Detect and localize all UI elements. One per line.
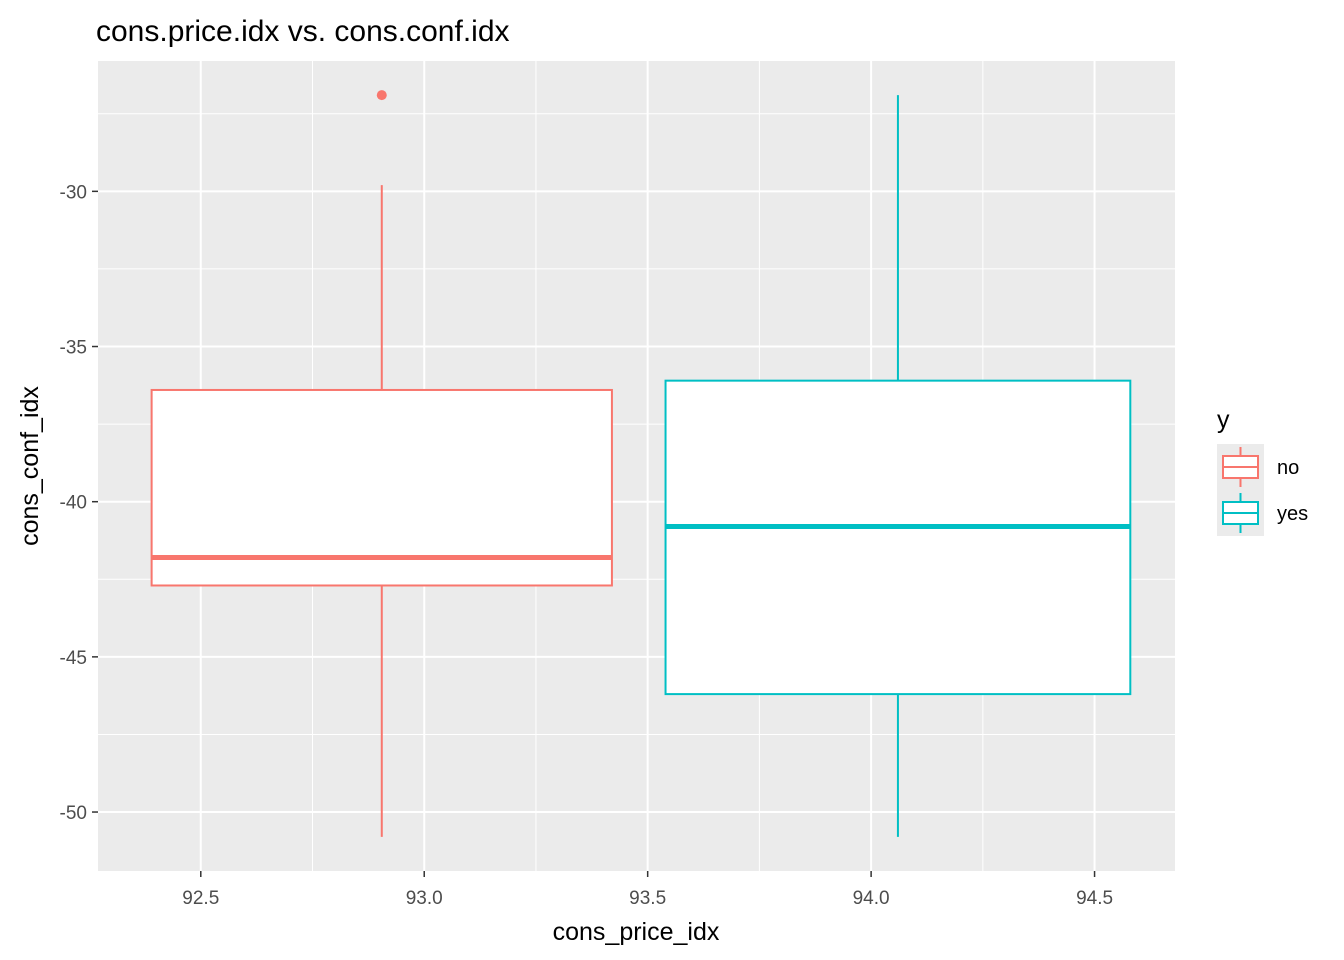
y-axis-label: cons_conf_idx	[16, 386, 44, 546]
y-tick-label: -30	[60, 182, 87, 203]
legend-title: y	[1217, 406, 1230, 434]
boxplot-no	[150, 90, 613, 837]
box-iqr	[150, 388, 613, 587]
y-tick-label: -35	[60, 338, 87, 359]
y-tick-label: -50	[60, 803, 87, 824]
box-iqr	[664, 379, 1132, 696]
boxplot-series	[150, 90, 1132, 837]
chart-title: cons.price.idx vs. cons.conf.idx	[96, 15, 510, 48]
outlier-point	[376, 90, 387, 101]
x-tick-label: 93.0	[406, 888, 443, 909]
legend-item-yes: yes	[1217, 490, 1308, 536]
legend-label: yes	[1277, 503, 1308, 525]
y-axis-ticks: -30 -35 -40 -45 -50	[60, 182, 98, 824]
legend-item-no: no	[1217, 444, 1299, 490]
y-tick-label: -40	[60, 493, 87, 514]
x-axis-label: cons_price_idx	[553, 918, 720, 946]
legend: y no yes	[1217, 406, 1308, 536]
x-axis-ticks: 92.5 93.0 93.5 94.0 94.5	[182, 871, 1113, 909]
x-tick-label: 93.5	[629, 888, 666, 909]
x-tick-label: 94.0	[853, 888, 890, 909]
y-tick-label: -45	[60, 648, 87, 669]
x-tick-label: 94.5	[1076, 888, 1113, 909]
boxplot-yes	[664, 95, 1132, 837]
x-tick-label: 92.5	[182, 888, 219, 909]
legend-label: no	[1277, 457, 1299, 479]
